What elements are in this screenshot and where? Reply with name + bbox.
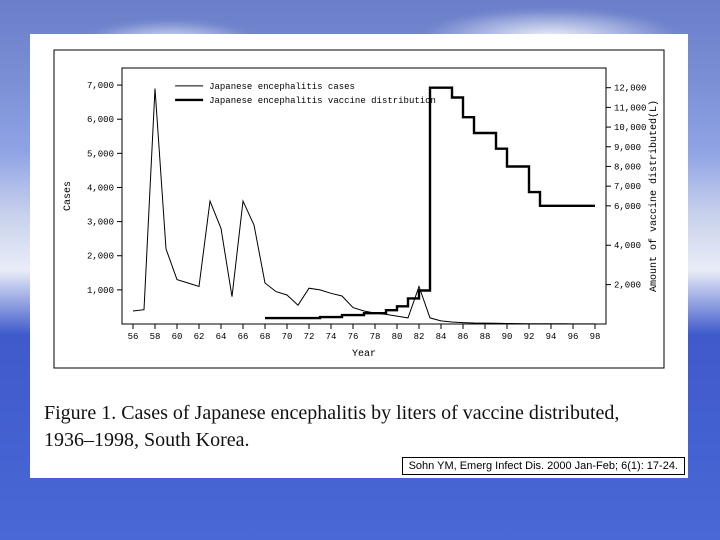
- chart-frame: 56 58 60 62 64 66 68 70 72 74 76 78 80 82 84 86 88 90 92 94…: [48, 44, 670, 374]
- svg-text:4,000: 4,000: [87, 183, 114, 193]
- svg-text:4,000: 4,000: [614, 241, 641, 251]
- svg-text:80: 80: [392, 332, 403, 342]
- svg-text:Japanese encephalitis vaccine: Japanese encephalitis vaccine distributi…: [209, 96, 436, 106]
- svg-text:3,000: 3,000: [87, 218, 114, 228]
- svg-text:8,000: 8,000: [614, 162, 641, 172]
- svg-text:Cases: Cases: [63, 181, 74, 211]
- svg-text:88: 88: [480, 332, 491, 342]
- svg-text:94: 94: [546, 332, 557, 342]
- svg-text:68: 68: [260, 332, 271, 342]
- svg-text:96: 96: [568, 332, 579, 342]
- svg-text:72: 72: [304, 332, 315, 342]
- svg-text:Amount of vaccine distributed(: Amount of vaccine distributed(L): [648, 100, 660, 292]
- svg-text:92: 92: [524, 332, 535, 342]
- svg-text:74: 74: [326, 332, 337, 342]
- svg-text:11,000: 11,000: [614, 103, 646, 113]
- svg-text:90: 90: [502, 332, 513, 342]
- figure-caption: Figure 1. Cases of Japanese encephalitis…: [44, 400, 674, 454]
- svg-text:84: 84: [436, 332, 447, 342]
- svg-text:Japanese encephalitis cases: Japanese encephalitis cases: [209, 82, 355, 92]
- svg-text:1,000: 1,000: [87, 286, 114, 296]
- svg-text:66: 66: [238, 332, 249, 342]
- svg-text:12,000: 12,000: [614, 84, 646, 94]
- svg-text:6,000: 6,000: [614, 202, 641, 212]
- svg-text:60: 60: [172, 332, 183, 342]
- svg-text:2,000: 2,000: [87, 252, 114, 262]
- svg-text:82: 82: [414, 332, 425, 342]
- svg-text:Year: Year: [352, 349, 376, 360]
- dual-axis-chart: 56 58 60 62 64 66 68 70 72 74 76 78 80 82 84 86 88 90 92 94…: [48, 44, 670, 374]
- svg-text:2,000: 2,000: [614, 281, 641, 291]
- svg-text:7,000: 7,000: [87, 81, 114, 91]
- svg-text:62: 62: [194, 332, 205, 342]
- svg-text:7,000: 7,000: [614, 182, 641, 192]
- svg-text:5,000: 5,000: [87, 149, 114, 159]
- svg-text:6,000: 6,000: [87, 115, 114, 125]
- svg-text:58: 58: [150, 332, 161, 342]
- figure-panel: 56 58 60 62 64 66 68 70 72 74 76 78 80 82 84 86 88 90 92 94…: [30, 34, 688, 478]
- svg-text:86: 86: [458, 332, 469, 342]
- citation-box: Sohn YM, Emerg Infect Dis. 2000 Jan-Feb;…: [402, 457, 685, 475]
- svg-text:10,000: 10,000: [614, 123, 646, 133]
- svg-text:76: 76: [348, 332, 359, 342]
- svg-text:64: 64: [216, 332, 227, 342]
- svg-text:98: 98: [590, 332, 601, 342]
- svg-text:56: 56: [128, 332, 139, 342]
- svg-text:78: 78: [370, 332, 381, 342]
- svg-text:70: 70: [282, 332, 293, 342]
- svg-text:9,000: 9,000: [614, 143, 641, 153]
